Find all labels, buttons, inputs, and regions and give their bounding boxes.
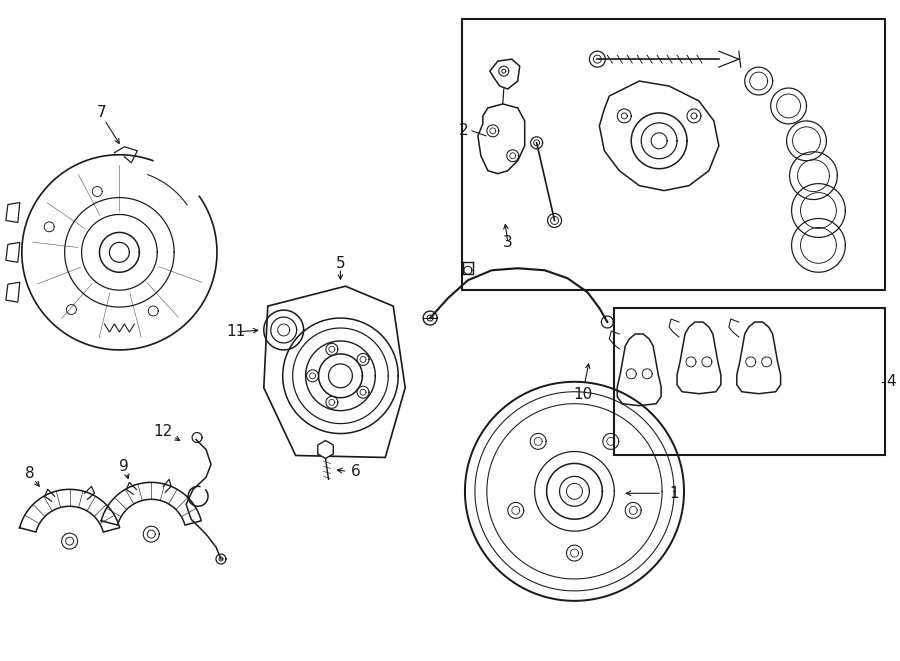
Text: 5: 5 — [336, 256, 346, 271]
Text: 11: 11 — [226, 325, 246, 340]
Text: 4: 4 — [886, 374, 896, 389]
Bar — [462, 19, 886, 290]
Text: 3: 3 — [503, 235, 513, 250]
Text: 6: 6 — [350, 464, 360, 479]
Polygon shape — [318, 440, 333, 459]
Text: 10: 10 — [572, 387, 592, 403]
Text: 1: 1 — [670, 486, 679, 501]
Text: 9: 9 — [119, 459, 129, 474]
Text: 12: 12 — [154, 424, 173, 439]
Bar — [615, 308, 886, 455]
Text: 7: 7 — [96, 105, 106, 120]
Text: 8: 8 — [25, 466, 34, 481]
Text: 2: 2 — [459, 124, 469, 138]
